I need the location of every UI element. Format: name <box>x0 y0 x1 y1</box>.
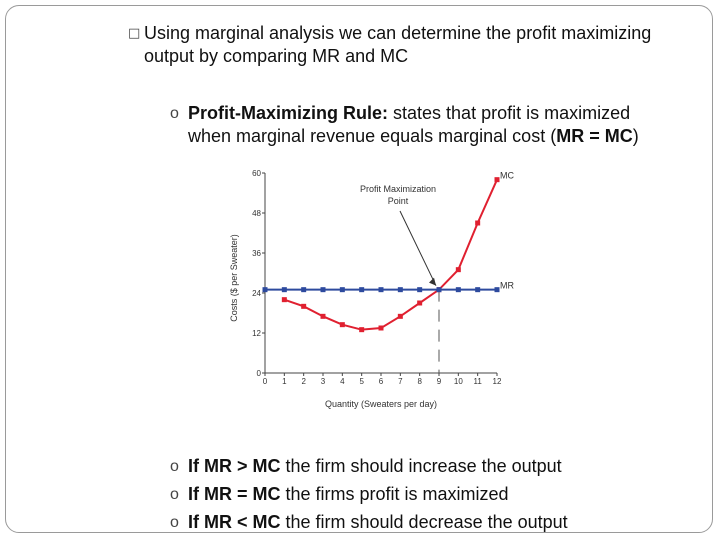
x-tick-label: 0 <box>263 377 268 386</box>
x-tick-label: 9 <box>437 377 442 386</box>
condition-2-bold: If MR = MC <box>188 484 281 504</box>
x-tick-label: 1 <box>282 377 287 386</box>
x-tick-label: 2 <box>301 377 306 386</box>
data-point-mr <box>494 287 500 293</box>
condition-1-bold: If MR > MC <box>188 456 281 476</box>
condition-bullet-3: o If MR < MC the firm should decrease th… <box>170 511 690 534</box>
y-tick-label: 60 <box>252 169 261 178</box>
intro-text: Using marginal analysis we can determine… <box>144 23 652 66</box>
annotation-arrow-line <box>399 210 437 286</box>
data-point-mc <box>359 327 365 333</box>
intro-bullet: □ Using marginal analysis we can determi… <box>128 22 690 68</box>
data-point-mr <box>397 287 403 293</box>
series-line-mc <box>284 179 498 331</box>
data-point-mr <box>262 287 268 293</box>
annotation-label: Profit Maximization Point <box>360 184 436 206</box>
data-point-mr <box>378 287 384 293</box>
condition-bullet-1: o If MR > MC the firm should increase th… <box>170 455 690 478</box>
data-point-mc <box>494 177 500 183</box>
series-label-mc: MC <box>500 171 514 181</box>
x-tick-label: 4 <box>340 377 345 386</box>
data-point-mr <box>475 287 481 293</box>
condition-bullet-2: o If MR = MC the firms profit is maximiz… <box>170 483 690 506</box>
x-tick-label: 6 <box>379 377 384 386</box>
data-point-mc <box>397 313 403 319</box>
x-tick-label: 10 <box>454 377 463 386</box>
circle-bullet-icon: o <box>170 486 179 503</box>
x-tick-label: 11 <box>474 377 483 386</box>
data-point-mr <box>455 287 461 293</box>
annotation-line-1: Profit Maximization <box>360 184 436 194</box>
data-point-mr <box>301 287 307 293</box>
data-point-mc <box>455 267 461 273</box>
data-point-mc <box>320 313 326 319</box>
condition-1-text: the firm should increase the output <box>280 456 562 476</box>
slide-frame <box>5 5 713 533</box>
condition-2-text: the firms profit is maximized <box>280 484 509 504</box>
y-axis-label: Costs ($ per Sweater) <box>229 234 239 322</box>
annotation-line-2: Point <box>388 196 409 206</box>
y-tick-label: 12 <box>252 329 261 338</box>
rule-text: Profit-Maximizing Rule: states that prof… <box>170 102 670 148</box>
rule-heading: Profit-Maximizing Rule: <box>188 103 389 123</box>
data-point-mr <box>320 287 326 293</box>
data-point-mr <box>359 287 365 293</box>
rule-bullet: o Profit-Maximizing Rule: states that pr… <box>170 102 670 148</box>
condition-3-bold: If MR < MC <box>188 512 281 532</box>
x-tick-label: 8 <box>417 377 422 386</box>
x-tick-label: 5 <box>359 377 364 386</box>
rule-close: ) <box>632 126 639 146</box>
x-axis-label: Quantity (Sweaters per day) <box>325 399 437 409</box>
data-point-mr <box>436 287 442 293</box>
data-point-mr <box>281 287 287 293</box>
x-tick-label: 7 <box>398 377 403 386</box>
circle-bullet-icon: o <box>170 514 179 531</box>
condition-3-text: the firm should decrease the output <box>280 512 568 532</box>
data-point-mc <box>417 300 423 306</box>
data-point-mc <box>378 325 384 331</box>
y-tick-label: 36 <box>252 249 261 258</box>
y-tick-label: 48 <box>252 209 261 218</box>
data-point-mc <box>475 220 481 226</box>
x-tick-label: 12 <box>493 377 502 386</box>
rule-body: states that profit is maximized when mar… <box>188 103 631 146</box>
circle-bullet-icon: o <box>170 458 179 475</box>
data-point-mc <box>281 297 287 303</box>
y-tick-label: 24 <box>252 289 261 298</box>
x-tick-label: 3 <box>321 377 326 386</box>
y-tick-label: 0 <box>257 369 262 378</box>
data-point-mr <box>339 287 345 293</box>
data-point-mc <box>339 322 345 328</box>
square-bullet-icon: □ <box>128 26 141 41</box>
annotation-arrow-head <box>429 277 436 286</box>
rule-equation: MR = MC <box>556 126 633 146</box>
circle-bullet-icon: o <box>170 105 179 122</box>
data-point-mr <box>417 287 423 293</box>
series-label-mr: MR <box>500 281 514 291</box>
data-point-mc <box>301 303 307 309</box>
